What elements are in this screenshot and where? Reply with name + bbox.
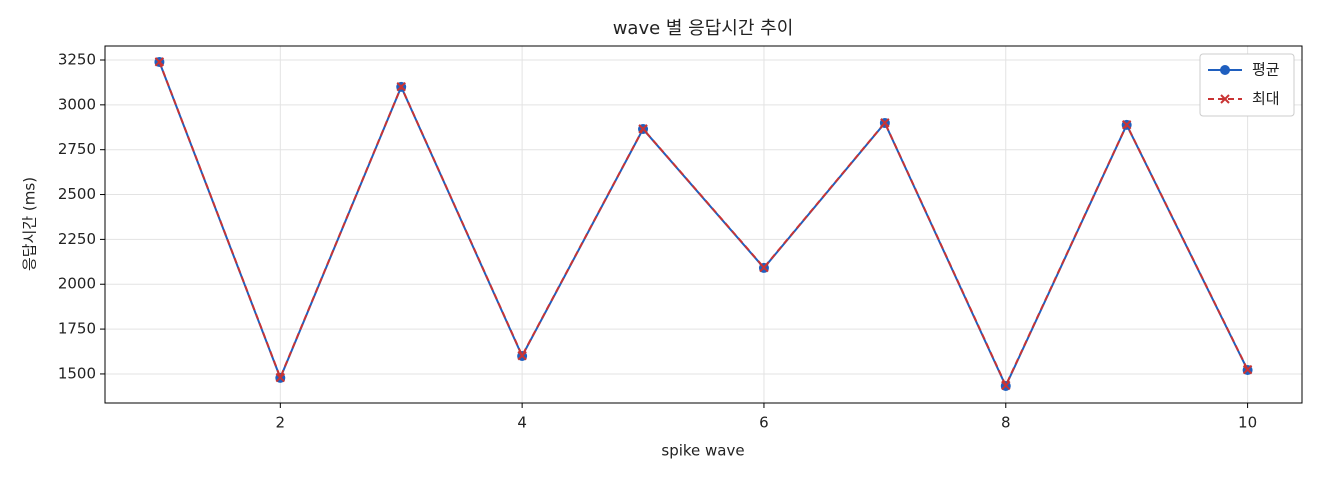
data-point <box>1001 380 1011 391</box>
data-point <box>759 262 769 273</box>
legend-label: 최대 <box>1252 90 1280 108</box>
y-tick-label: 2250 <box>58 230 96 248</box>
data-point <box>1242 364 1253 375</box>
chart-title: wave 별 응답시간 추이 <box>613 18 794 39</box>
y-tick-label: 1500 <box>58 364 96 382</box>
y-tick-label: 2750 <box>58 140 96 158</box>
data-point <box>154 57 165 67</box>
legend-label: 평균 <box>1252 61 1280 79</box>
legend-marker <box>1220 94 1230 104</box>
x-tick-label: 6 <box>759 414 769 432</box>
plot-frame <box>104 45 1303 404</box>
legend-box <box>1199 53 1295 117</box>
x-tick-label: 10 <box>1238 414 1257 432</box>
series-line <box>158 61 1249 388</box>
legend-marker <box>1220 65 1230 75</box>
data-point <box>275 372 286 383</box>
data-point <box>517 350 527 361</box>
data-point <box>396 82 406 92</box>
x-axis-label: spike wave <box>661 442 744 460</box>
y-tick-label: 2000 <box>58 275 96 293</box>
series-line <box>158 61 1249 389</box>
x-tick-label: 8 <box>1001 414 1011 432</box>
y-tick-label: 3000 <box>58 95 96 113</box>
data-point <box>1121 120 1132 130</box>
y-tick-label: 2500 <box>58 185 96 203</box>
data-point <box>880 118 890 128</box>
x-tick-label: 2 <box>276 414 286 432</box>
data-point <box>638 124 648 134</box>
y-tick-label: 1750 <box>58 320 96 338</box>
x-tick-label: 4 <box>517 414 527 432</box>
y-axis-label: 응답시간 (ms) <box>21 177 39 271</box>
y-tick-label: 3250 <box>58 50 96 68</box>
